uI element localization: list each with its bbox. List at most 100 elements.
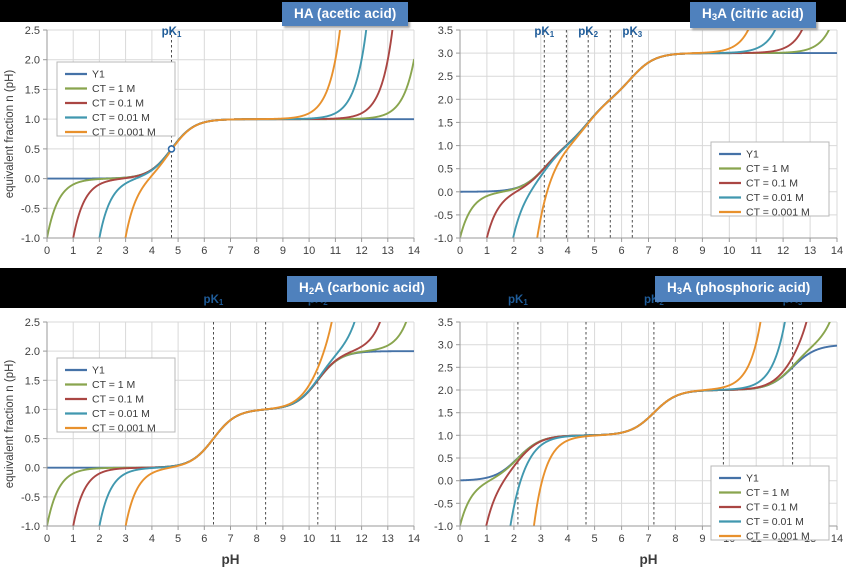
y-tick-label: 1.0 bbox=[438, 430, 453, 442]
y-axis-title: equivalent fraction n (pH) bbox=[4, 70, 16, 199]
x-tick-label: 7 bbox=[645, 533, 651, 545]
y-tick-label: 1.5 bbox=[438, 117, 453, 129]
x-tick-label: 0 bbox=[44, 245, 50, 257]
legend-label: CT = 1 M bbox=[92, 83, 135, 95]
panel-title-carbonic-acid: H2A (carbonic acid) bbox=[287, 276, 437, 303]
x-tick-label: 6 bbox=[201, 245, 207, 257]
x-tick-label: 7 bbox=[645, 245, 651, 257]
chart-panel-carbonic-acid: -1.0 -0.5 0.0 0.5 1.0 1.5 2.0 2.5 0 1 2 3 4 5 6 7 8 9 10 11… bbox=[0, 308, 423, 578]
chart-panel-citric-acid: -1.0 -0.5 0.0 0.5 1.0 1.5 2.0 2.5 3.0 3.5 0 1 2 3 4 5 6 7… bbox=[423, 22, 846, 268]
legend-label: CT = 0.001 M bbox=[746, 207, 810, 219]
plot-citric: -1.0-0.50.00.51.01.52.02.53.03.50 1 2 3 4 5 6 7… bbox=[423, 22, 846, 268]
y-tick-label: 2.5 bbox=[438, 362, 453, 374]
x-tick-label: 2 bbox=[511, 245, 517, 257]
x-tick-label: 0 bbox=[457, 533, 463, 545]
x-tick-label: 7 bbox=[227, 533, 233, 545]
panel-title-phosphoric-acid: H3A (phosphoric acid) bbox=[655, 276, 823, 303]
y-tick-label: -0.5 bbox=[434, 498, 453, 510]
curve-group bbox=[460, 30, 837, 238]
legend-label: CT = 0.001 M bbox=[92, 127, 156, 139]
x-tick-label: 8 bbox=[254, 245, 260, 257]
x-tick-label: 3 bbox=[123, 245, 129, 257]
y-tick-label: 1.5 bbox=[25, 84, 40, 96]
legend-label: CT = 0.01 M bbox=[746, 516, 804, 528]
y-tick-label: 2.5 bbox=[25, 317, 40, 329]
y-tick-label: 2.5 bbox=[25, 25, 40, 37]
curve-group bbox=[47, 322, 414, 526]
series-curve bbox=[532, 322, 762, 526]
y-tick-label: 1.0 bbox=[25, 114, 40, 126]
legend-label: CT = 0.1 M bbox=[746, 502, 798, 514]
chart-panel-acetic-acid: -1.0 -0.5 0.0 0.5 1.0 1.5 2.0 2.5 0 1 2 3 4 5 6 7 8 9 10 11… bbox=[0, 22, 423, 268]
x-tick-label: 1 bbox=[70, 245, 76, 257]
x-tick-label: 1 bbox=[70, 533, 76, 545]
x-tick-label: 9 bbox=[699, 245, 705, 257]
legend-label: Y1 bbox=[746, 149, 759, 161]
x-tick-label: 6 bbox=[201, 533, 207, 545]
y-tick-label: 3.0 bbox=[438, 340, 453, 352]
plot-acetic: -1.0-0.50.00.51.01.52.02.50 1 2 3 4 5 6 7 8 9 10 11… bbox=[0, 22, 423, 268]
x-tick-label: 6 bbox=[619, 245, 625, 257]
chart-panel-phosphoric-acid: -1.0 -0.5 0.0 0.5 1.0 1.5 2.0 2.5 3.0 3.5 0 1 2 3 4 5 6 7… bbox=[423, 308, 846, 578]
x-tick-label: 12 bbox=[777, 245, 789, 257]
curve-group bbox=[460, 322, 837, 526]
legend-label: CT = 0.01 M bbox=[746, 192, 804, 204]
x-tick-label: 14 bbox=[831, 533, 843, 545]
x-tick-label: 12 bbox=[355, 245, 367, 257]
x-tick-label: 5 bbox=[592, 245, 598, 257]
x-tick-label: 10 bbox=[303, 245, 315, 257]
x-tick-label: 3 bbox=[123, 533, 129, 545]
x-tick-label: 13 bbox=[804, 245, 816, 257]
x-axis-title: pH bbox=[222, 552, 240, 567]
x-tick-label: 4 bbox=[149, 533, 155, 545]
x-tick-label: 11 bbox=[330, 533, 341, 545]
x-tick-label: 4 bbox=[149, 245, 155, 257]
x-tick-label: 13 bbox=[382, 245, 394, 257]
y-tick-label: 2.0 bbox=[438, 385, 453, 397]
curve-group bbox=[47, 30, 414, 238]
x-tick-label: 2 bbox=[511, 533, 517, 545]
y-tick-label: 0.0 bbox=[438, 476, 453, 488]
y-axis-title: equivalent fraction n (pH) bbox=[4, 360, 16, 489]
x-tick-label: 2 bbox=[96, 245, 102, 257]
x-tick-label: 7 bbox=[227, 245, 233, 257]
series-curve bbox=[124, 30, 341, 238]
y-tick-label: 0.5 bbox=[25, 144, 40, 156]
x-tick-label: 1 bbox=[484, 245, 490, 257]
legend-label: CT = 1 M bbox=[92, 379, 135, 391]
y-tick-label: 0.5 bbox=[438, 453, 453, 465]
x-tick-label: 0 bbox=[44, 533, 50, 545]
pk-label-1: pK1 bbox=[534, 26, 555, 39]
y-tick-label: -1.0 bbox=[21, 521, 40, 533]
plot-carbonic: -1.0-0.50.00.51.01.52.02.50 1 2 3 4 5 6 7 8 9 10 11… bbox=[0, 308, 423, 578]
legend-label: CT = 0.1 M bbox=[746, 178, 798, 190]
x-tick-label: 5 bbox=[175, 533, 181, 545]
legend-label: Y1 bbox=[746, 473, 759, 485]
y-tick-label: -0.5 bbox=[21, 492, 40, 504]
legend-label: CT = 0.01 M bbox=[92, 112, 150, 124]
y-tick-label: -1.0 bbox=[434, 521, 453, 533]
x-tick-label: 1 bbox=[484, 533, 490, 545]
x-tick-label: 9 bbox=[280, 533, 286, 545]
legend-label: CT = 0.1 M bbox=[92, 98, 144, 110]
pk-label-2: pK2 bbox=[578, 26, 599, 39]
x-tick-label: 4 bbox=[565, 533, 571, 545]
y-tick-label: 3.5 bbox=[438, 317, 453, 329]
x-tick-label: 5 bbox=[175, 245, 181, 257]
pk-label-1: pK1 bbox=[161, 26, 182, 39]
pk-label-3: pK3 bbox=[622, 26, 643, 39]
plot-phosphoric: -1.0 -0.5 0.0 0.5 1.0 1.5 2.0 2.5 3.0 3.5 0 1 2 3 4 5 6 7… bbox=[423, 308, 846, 578]
y-tick-label: 2.0 bbox=[25, 346, 40, 358]
x-tick-label: 3 bbox=[538, 245, 544, 257]
x-tick-label: 2 bbox=[96, 533, 102, 545]
legend-label: CT = 1 M bbox=[746, 163, 789, 175]
y-tick-label: 2.0 bbox=[438, 94, 453, 106]
x-tick-label: 8 bbox=[254, 533, 260, 545]
y-tick-label: 3.0 bbox=[438, 48, 453, 60]
y-tick-label: -1.0 bbox=[21, 233, 40, 245]
panel-title-citric-acid: H3A (citric acid) bbox=[690, 2, 816, 29]
x-tick-label: 14 bbox=[831, 245, 843, 257]
x-tick-label: 14 bbox=[408, 245, 420, 257]
y-tick-label: -0.5 bbox=[21, 203, 40, 215]
pk-label-1: pK1 bbox=[507, 294, 528, 307]
